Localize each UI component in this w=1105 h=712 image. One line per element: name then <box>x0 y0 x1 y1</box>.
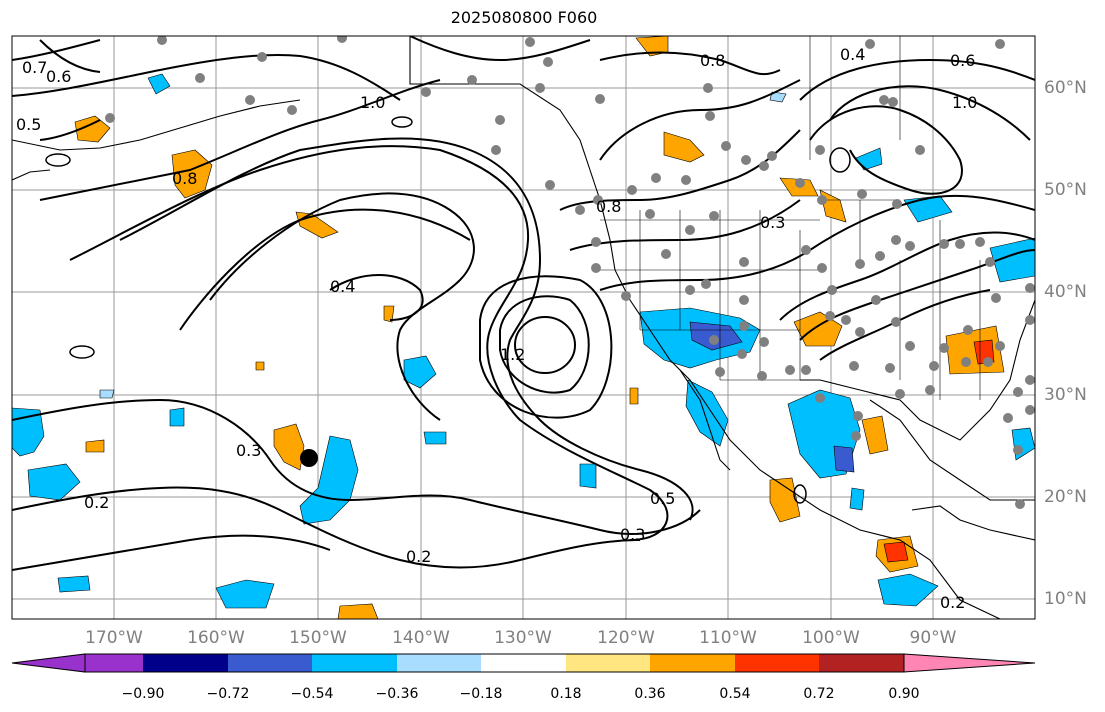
colorbar-segment <box>85 654 143 672</box>
colorbar-label: −0.90 <box>122 686 165 702</box>
colorbar-segment <box>397 654 481 672</box>
lat-label: 40°N <box>1044 282 1087 302</box>
colorbar-segment <box>566 654 650 672</box>
contour-label: 0.3 <box>236 441 261 460</box>
storm-center-marker <box>300 449 318 467</box>
colorbar-labels: −0.90 −0.72 −0.54 −0.36 −0.18 0.18 0.36 … <box>122 686 920 702</box>
colorbar-extend-high <box>903 653 1036 673</box>
contour-label: 1.0 <box>360 93 385 112</box>
contour-label: 0.3 <box>620 525 645 544</box>
lon-label: 110°W <box>699 628 757 648</box>
colorbar-label: −0.54 <box>291 686 334 702</box>
plot-title: 2025080800 F060 <box>450 8 598 27</box>
contour-label: 0.7 <box>22 58 47 77</box>
contour-label: 0.2 <box>84 493 109 512</box>
longitude-labels: 170°W 160°W 150°W 140°W 130°W 120°W 110°… <box>85 628 957 648</box>
contour-label: 0.5 <box>16 115 41 134</box>
lon-label: 140°W <box>392 628 450 648</box>
colorbar-segment <box>819 654 904 672</box>
contour-label: 0.6 <box>950 51 975 70</box>
contour-label: 0.4 <box>330 277 355 296</box>
contour-small-loops <box>45 116 851 504</box>
lon-label: 120°W <box>597 628 655 648</box>
lon-label: 90°W <box>910 628 957 648</box>
contour-label: 0.6 <box>46 67 71 86</box>
colorbar-segment <box>228 654 312 672</box>
colorbar-segment <box>143 654 228 672</box>
colorbar-segment <box>312 654 397 672</box>
contour-label: 0.8 <box>596 197 621 216</box>
colorbar-label: −0.36 <box>376 686 419 702</box>
contour-label: 1.2 <box>500 345 525 364</box>
contour-label: 0.3 <box>760 213 785 232</box>
station-markers <box>105 36 1035 509</box>
contour-label: 1.0 <box>952 93 977 112</box>
lon-label: 150°W <box>289 628 347 648</box>
colorbar-label: 0.54 <box>719 686 750 702</box>
map-border <box>11 35 1036 620</box>
colorbar-label: 0.36 <box>634 686 665 702</box>
contour-labels: 0.7 0.6 0.5 0.8 1.0 0.4 0.2 0.3 1.2 0.5 … <box>16 45 977 612</box>
lon-label: 100°W <box>802 628 860 648</box>
lat-label: 50°N <box>1044 180 1087 200</box>
coastlines <box>12 36 1035 619</box>
colorbar-label: 0.72 <box>803 686 834 702</box>
shaded-anomalies <box>12 36 1035 619</box>
colorbar-border <box>84 653 905 673</box>
colorbar-segment <box>650 654 735 672</box>
contour-label: 0.8 <box>172 169 197 188</box>
lat-label: 20°N <box>1044 487 1087 507</box>
colorbar-label: −0.18 <box>460 686 503 702</box>
colorbar-extend-low <box>11 653 86 673</box>
colorbar-label: 0.90 <box>888 686 919 702</box>
contour-label: 0.4 <box>840 45 865 64</box>
lon-label: 170°W <box>85 628 143 648</box>
colorbar-segment <box>481 654 566 672</box>
lat-label: 60°N <box>1044 78 1087 98</box>
lon-label: 130°W <box>494 628 552 648</box>
contour-label: 0.2 <box>940 593 965 612</box>
lon-label: 160°W <box>187 628 245 648</box>
lat-label: 30°N <box>1044 385 1087 405</box>
colorbar-label: 0.18 <box>550 686 581 702</box>
lat-label: 10°N <box>1044 589 1087 609</box>
contour-label: 0.5 <box>650 489 675 508</box>
contour-label: 0.2 <box>406 547 431 566</box>
contour-lines <box>12 36 1035 571</box>
colorbar-segment <box>735 654 819 672</box>
contour-label: 0.8 <box>700 51 725 70</box>
colorbar <box>11 653 1036 673</box>
colorbar-label: −0.72 <box>207 686 250 702</box>
latitude-labels: 60°N 50°N 40°N 30°N 20°N 10°N <box>1044 78 1087 609</box>
